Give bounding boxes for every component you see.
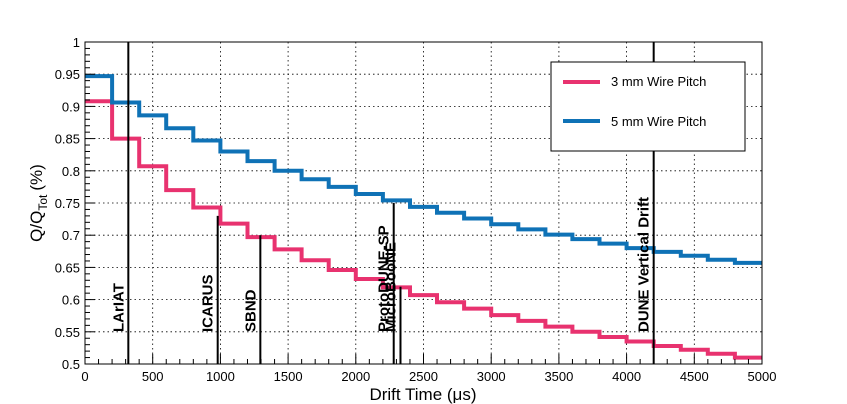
axis-labels: 0 500 1000 1500 2000 2500 3000 3500 4000 4500 5000… — [55, 35, 777, 384]
x-tick-label: 5000 — [748, 369, 777, 384]
x-tick-label: 3500 — [544, 369, 573, 384]
x-tick-label: 500 — [142, 369, 164, 384]
legend-box — [550, 61, 746, 152]
y-tick-label: 0.55 — [55, 325, 80, 340]
ref-label-microboone: MicroBooNE — [382, 242, 399, 332]
ref-label-dune-vertical-drift: DUNE Vertical Drift — [636, 197, 653, 332]
x-tick-label: 4500 — [680, 369, 709, 384]
y-tick-label: 0.65 — [55, 260, 80, 275]
series-line-3mm — [85, 99, 762, 360]
y-axis-title-unit: (%) — [27, 164, 46, 190]
ref-label-lariat: LArIAT — [110, 283, 127, 332]
y-axis-title-main: Q/Q — [27, 211, 46, 242]
y-tick-label: 0.5 — [62, 357, 80, 372]
x-tick-label: 1500 — [274, 369, 303, 384]
y-axis-title: Q/QTot (%) — [27, 164, 50, 242]
ref-label-sbnd: SBND — [242, 289, 259, 332]
x-tick-label: 2000 — [341, 369, 370, 384]
x-tick-label: 4000 — [612, 369, 641, 384]
series-line-5mm — [85, 74, 762, 265]
y-tick-label: 0.95 — [55, 67, 80, 82]
x-tick-label: 2500 — [409, 369, 438, 384]
legend-label-3mm: 3 mm Wire Pitch — [611, 74, 706, 89]
x-axis-title: Drift Time (μs) — [369, 385, 476, 404]
y-tick-label: 0.85 — [55, 132, 80, 147]
ref-label-icarus: ICARUS — [200, 274, 217, 332]
x-tick-label: 0 — [81, 369, 88, 384]
legend: 3 mm Wire Pitch 5 mm Wire Pitch — [550, 61, 746, 152]
x-tick-label: 1000 — [206, 369, 235, 384]
y-tick-label: 0.9 — [62, 99, 80, 114]
y-tick-label: 1 — [73, 35, 80, 50]
axis-ticks — [84, 41, 763, 365]
legend-label-5mm: 5 mm Wire Pitch — [611, 114, 706, 129]
y-tick-label: 0.7 — [62, 228, 80, 243]
y-tick-label: 0.8 — [62, 164, 80, 179]
y-axis-title-subscript: Tot — [36, 194, 50, 211]
ref-label-protodune-sp: ProtoDUNE-SP — [376, 225, 393, 332]
series-group — [85, 74, 762, 360]
y-tick-label: 0.6 — [62, 293, 80, 308]
x-tick-label: 3000 — [477, 369, 506, 384]
y-tick-label: 0.75 — [55, 196, 80, 211]
